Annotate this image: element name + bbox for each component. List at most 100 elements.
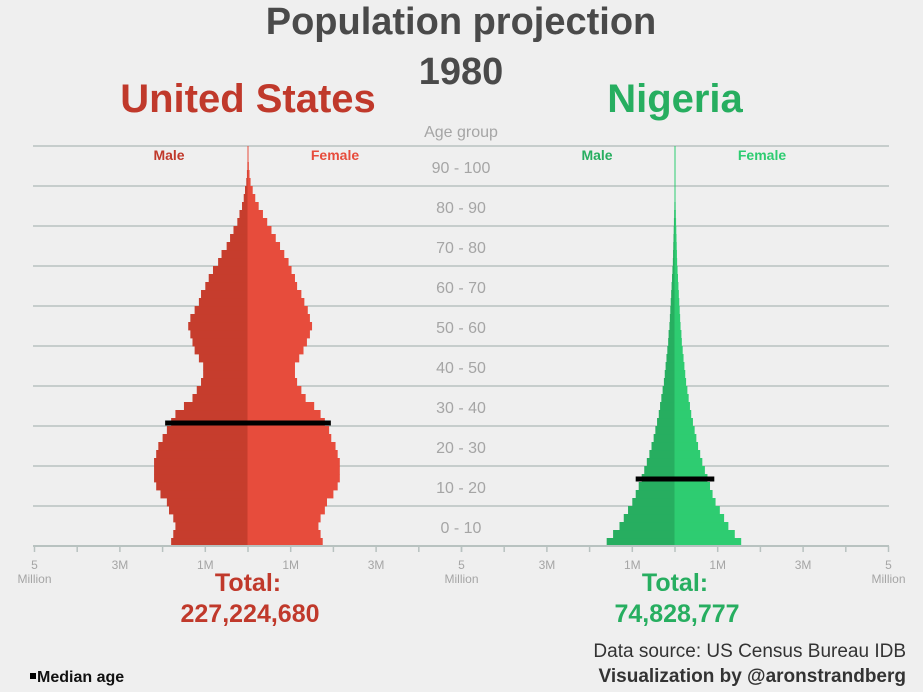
x-unit-label: Million xyxy=(871,572,905,586)
male-bar xyxy=(606,538,675,547)
x-tick-label: 3M xyxy=(795,558,812,572)
male-bar xyxy=(192,394,248,403)
male-bar xyxy=(658,410,675,419)
female-bar xyxy=(248,178,251,187)
female-bar xyxy=(675,450,701,459)
us-total-label: Total: xyxy=(215,569,281,597)
female-bar xyxy=(675,258,678,267)
age-group-label: 60 - 70 xyxy=(436,280,486,297)
male-bar xyxy=(160,490,248,499)
female-bar xyxy=(675,386,688,395)
female-bar xyxy=(248,530,321,539)
median-legend-swatch xyxy=(30,673,36,679)
male-bar xyxy=(673,234,675,243)
male-bar xyxy=(661,394,675,403)
male-bar xyxy=(173,514,248,523)
male-bar xyxy=(203,362,248,371)
male-bar xyxy=(670,298,675,307)
female-bar xyxy=(248,322,313,331)
female-bar xyxy=(675,306,680,315)
female-bar xyxy=(675,250,677,259)
female-bar xyxy=(675,242,677,251)
female-bar xyxy=(248,226,272,235)
female-bar xyxy=(248,538,323,547)
male-bar xyxy=(628,506,675,515)
male-bar xyxy=(672,266,675,275)
female-bar xyxy=(248,170,250,179)
female-bar xyxy=(675,434,697,443)
age-group-label: 90 - 100 xyxy=(432,160,491,177)
male-bar xyxy=(192,338,248,347)
female-bar xyxy=(248,274,295,283)
female-bar xyxy=(675,538,742,547)
female-bar xyxy=(675,442,699,451)
male-bar xyxy=(668,330,675,339)
female-bar xyxy=(675,282,679,291)
female-bar xyxy=(248,306,308,315)
female-bar xyxy=(248,458,340,467)
female-bar xyxy=(675,506,720,515)
us-pyramid-bars xyxy=(154,146,340,547)
female-bar xyxy=(248,234,276,243)
male-bar xyxy=(663,378,675,387)
female-bar xyxy=(248,194,256,203)
male-bar xyxy=(666,354,675,363)
male-bar xyxy=(171,538,248,547)
female-bar xyxy=(675,298,680,307)
female-bar xyxy=(248,450,338,459)
male-bar xyxy=(212,266,248,275)
male-bar xyxy=(205,282,248,291)
male-bar xyxy=(671,282,675,291)
male-bar xyxy=(188,322,248,331)
female-bar xyxy=(675,218,677,227)
female-bar xyxy=(675,226,677,235)
age-group-label: 30 - 40 xyxy=(436,400,486,417)
female-bar xyxy=(248,514,321,523)
male-bar xyxy=(221,250,248,259)
male-bar xyxy=(201,378,248,387)
female-bar xyxy=(248,314,310,323)
male-bar xyxy=(194,346,248,355)
male-bar xyxy=(169,506,248,515)
female-bar xyxy=(248,482,338,491)
male-bar xyxy=(673,226,675,235)
female-bar xyxy=(675,346,683,355)
female-bar xyxy=(675,290,679,299)
country-title-nigeria: Nigeria xyxy=(607,77,743,121)
chart-year: 1980 xyxy=(419,51,504,93)
female-bar xyxy=(675,370,686,379)
age-group-label: 20 - 30 xyxy=(436,440,486,457)
female-bar xyxy=(248,394,306,403)
x-tick-label: 1M xyxy=(282,558,299,572)
age-group-axis-label: Age group xyxy=(424,124,498,141)
female-bar xyxy=(248,354,300,363)
female-bar xyxy=(675,314,681,323)
male-bar xyxy=(233,226,248,235)
female-bar xyxy=(248,266,292,275)
male-bar xyxy=(638,482,675,491)
male-bar xyxy=(226,242,248,251)
female-bar xyxy=(675,330,682,339)
male-bar xyxy=(166,426,248,435)
female-bar xyxy=(248,362,295,371)
male-bar xyxy=(175,522,248,531)
female-bar xyxy=(248,338,307,347)
x-unit-label: Million xyxy=(17,572,51,586)
male-bar xyxy=(243,194,248,203)
female-bar xyxy=(248,346,304,355)
male-bar xyxy=(196,386,248,395)
male-bar xyxy=(173,530,248,539)
female-bar xyxy=(675,266,678,275)
female-bar xyxy=(248,522,319,531)
male-bar xyxy=(166,498,248,507)
male-bar xyxy=(619,522,675,531)
male-bar xyxy=(175,410,248,419)
male-bar xyxy=(158,442,248,451)
female-bar xyxy=(248,210,263,219)
x-tick-label: 1M xyxy=(197,558,214,572)
age-group-label: 50 - 60 xyxy=(436,320,486,337)
x-tick-label: 3M xyxy=(112,558,129,572)
female-bar xyxy=(675,354,684,363)
